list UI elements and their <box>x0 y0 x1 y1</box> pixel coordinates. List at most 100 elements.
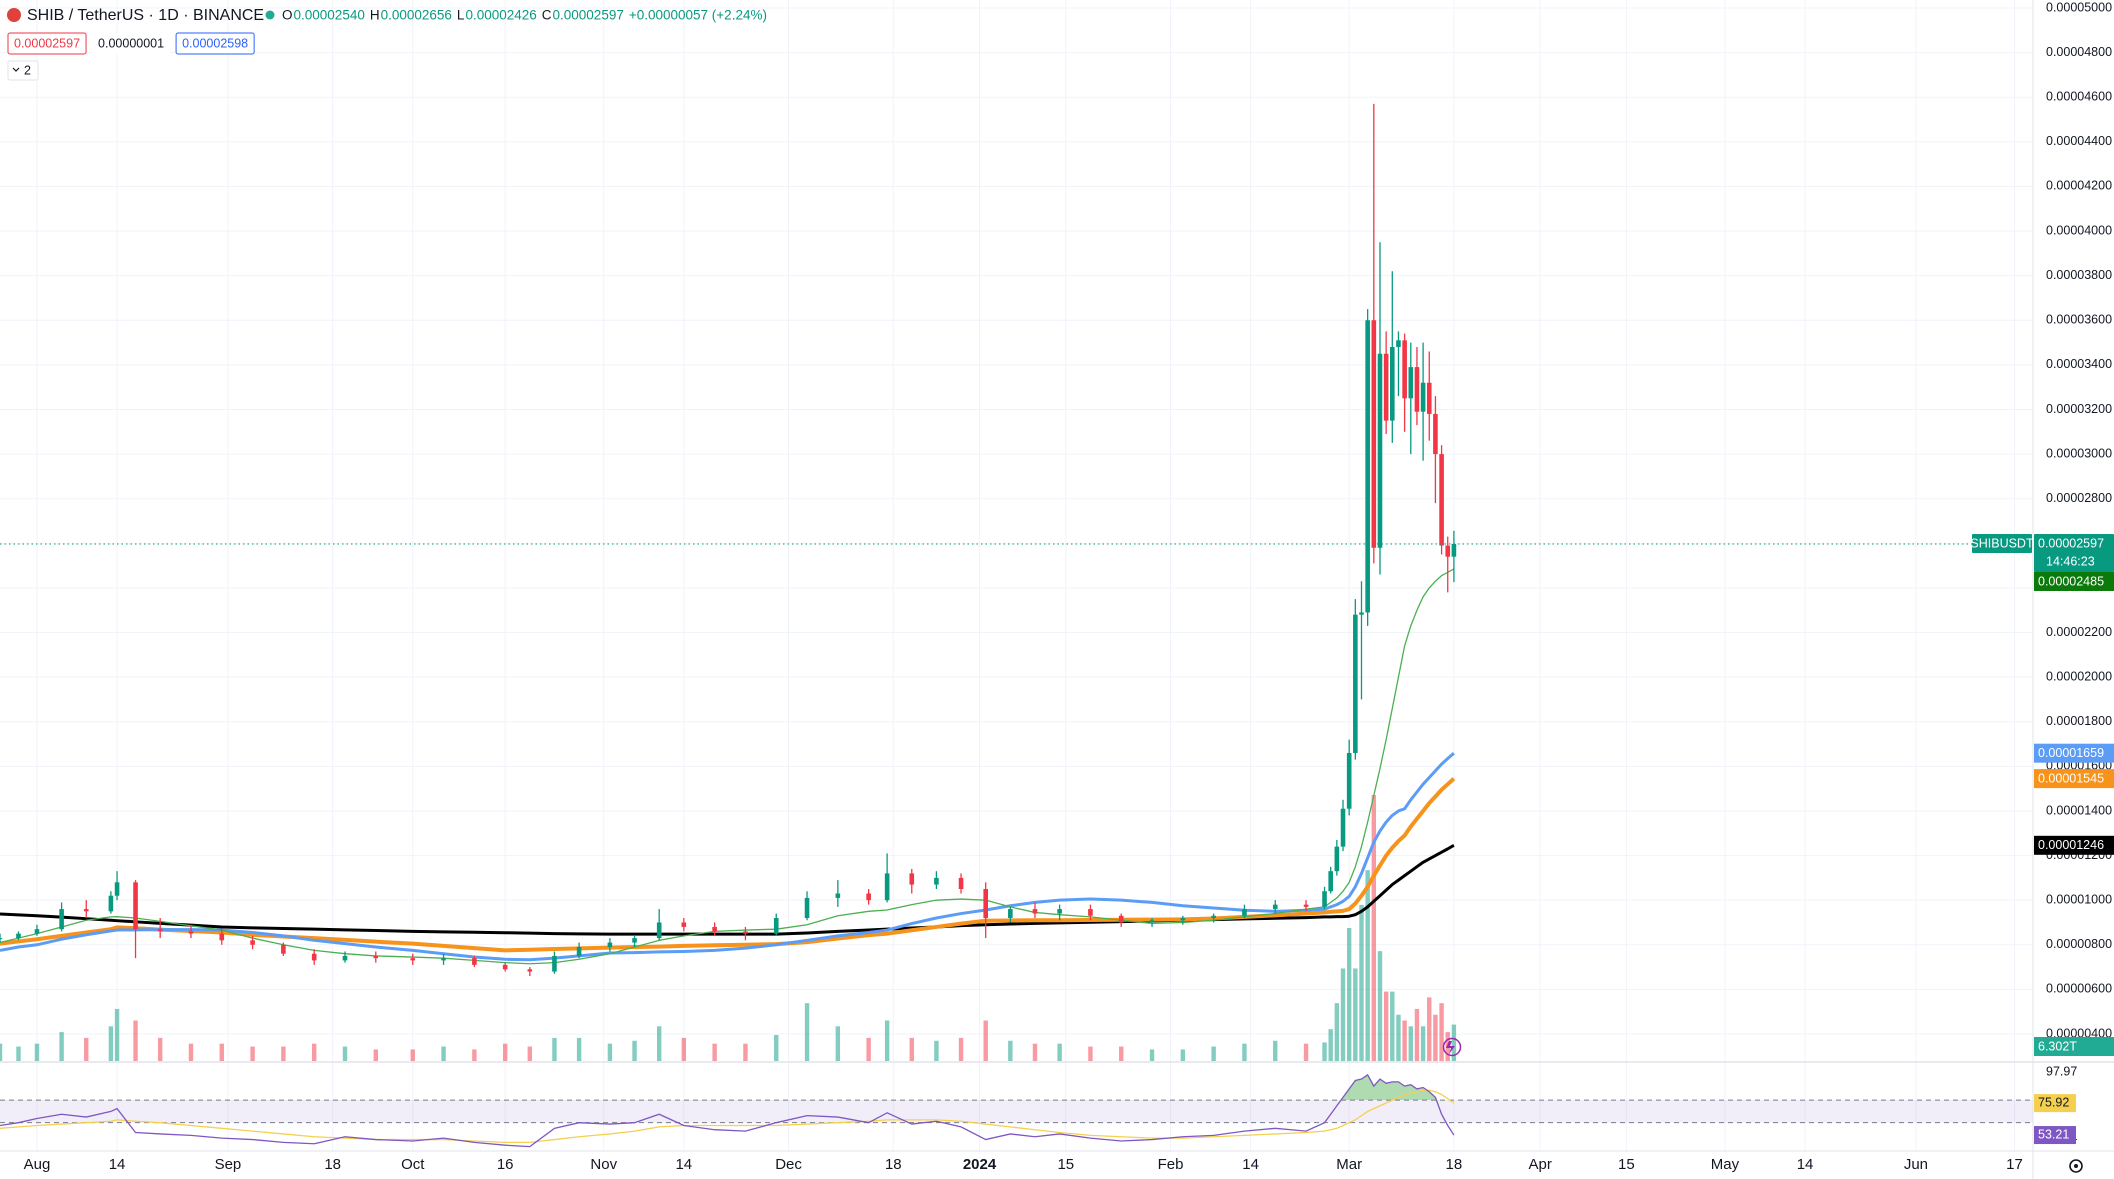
x-tick-label: 16 <box>497 1156 514 1173</box>
candle-body <box>1088 909 1093 916</box>
candle-body <box>1389 347 1395 421</box>
x-tick-label: Jun <box>1904 1156 1928 1173</box>
candle-body <box>219 933 225 941</box>
x-tick-label: 14 <box>1242 1156 1259 1173</box>
candle-body <box>1353 614 1358 753</box>
volume-bar <box>804 1003 810 1061</box>
candle-body <box>108 895 114 912</box>
price-button[interactable] <box>175 32 255 55</box>
volume-bar <box>1322 1042 1327 1061</box>
volume-bar <box>373 1049 378 1061</box>
y-tick-label: 0.00004800 <box>2046 45 2112 59</box>
volume-bar <box>1439 1003 1444 1061</box>
candle-body <box>281 944 286 954</box>
ohlc-letter: O <box>282 8 293 23</box>
x-tick-label: 17 <box>2006 1156 2023 1173</box>
price-button[interactable] <box>92 33 171 54</box>
ohlc-value: 0.00002597 <box>553 8 624 23</box>
volume-bar <box>157 1037 163 1061</box>
candle-body <box>681 922 687 927</box>
volume-bar <box>1057 1043 1062 1061</box>
ma-badge <box>2034 571 2114 591</box>
volume-bar <box>1433 1014 1438 1061</box>
candle-body <box>632 938 637 943</box>
candle-body <box>250 940 255 945</box>
candle-body <box>866 893 871 901</box>
candle-body <box>934 877 939 885</box>
candle-body <box>1445 545 1451 557</box>
volume-bar <box>1353 968 1358 1061</box>
moving-average <box>0 568 1455 965</box>
candle-body <box>1402 340 1407 399</box>
volume-bar <box>1414 1008 1420 1061</box>
x-tick-label: Feb <box>1158 1156 1184 1173</box>
y-tick-label: 0.00002200 <box>2046 625 2112 639</box>
y-tick-label: 0.00002000 <box>2046 669 2112 683</box>
alert-icon[interactable] <box>1442 1037 1462 1057</box>
candle-body <box>576 947 582 956</box>
volume-bar <box>34 1043 40 1061</box>
price-countdown: 14:46:23 <box>2046 554 2095 568</box>
rsi-badge <box>2034 1126 2076 1145</box>
candle-body <box>656 922 662 939</box>
ohlc-letter: L <box>457 8 465 23</box>
volume-bar <box>632 1040 637 1061</box>
candle-body <box>311 953 317 961</box>
x-tick-label: 14 <box>109 1156 126 1173</box>
candle-body <box>1211 915 1216 919</box>
volume-bar <box>1303 1043 1309 1061</box>
rsi-ma-line <box>0 1089 1455 1144</box>
ohlc-letter: C <box>542 8 552 23</box>
ma-badge <box>2034 769 2114 789</box>
volume-bar <box>281 1046 286 1061</box>
settings-icon[interactable] <box>2069 1159 2083 1173</box>
x-tick-label: May <box>1711 1156 1740 1173</box>
y-tick-label: 0.00003200 <box>2046 402 2112 416</box>
indicators-count: 2 <box>24 63 31 77</box>
candle-body <box>1383 353 1389 421</box>
indicators-toggle[interactable] <box>7 60 39 81</box>
price-pane <box>0 103 2033 1061</box>
symbol-tag-label: SHIBUSDT <box>1970 536 2034 550</box>
y-tick-label: 0.00004000 <box>2046 223 2112 237</box>
x-tick-label: Dec <box>775 1156 802 1173</box>
moving-average <box>0 752 1455 962</box>
x-tick-label: 2024 <box>963 1156 997 1173</box>
y-tick-label: 0.00000600 <box>2046 982 2112 996</box>
volume-bar <box>1032 1043 1038 1061</box>
candle-body <box>188 931 194 934</box>
rsi-band <box>0 1100 2033 1123</box>
volume-bar <box>909 1037 914 1061</box>
ohlc-value: 0.00002656 <box>381 8 452 23</box>
candle-body <box>1420 382 1426 412</box>
volume-bar <box>188 1043 194 1061</box>
volume-bar <box>607 1043 613 1061</box>
candle-body <box>114 882 120 896</box>
candle-body <box>1334 846 1340 872</box>
price-button[interactable] <box>7 32 87 55</box>
volume-bar <box>835 1026 841 1061</box>
candle-body <box>983 889 988 919</box>
candle-body <box>1303 904 1309 907</box>
volume-bar <box>1119 1046 1124 1061</box>
candle-body <box>552 955 557 972</box>
volume-bar <box>884 1020 890 1061</box>
volume-bar <box>84 1037 89 1061</box>
volume-bar <box>712 1043 717 1061</box>
volume-bar <box>681 1037 687 1061</box>
rsi-line <box>0 1073 1455 1148</box>
volume-bar <box>774 1034 779 1061</box>
volume-bar <box>502 1043 508 1061</box>
volume-badge <box>2034 1037 2114 1056</box>
volume-bar <box>441 1046 446 1061</box>
candle-body <box>1057 909 1062 914</box>
candle-body <box>835 893 841 898</box>
volume-bar <box>1340 968 1346 1061</box>
x-tick-label: Aug <box>24 1156 51 1173</box>
x-tick-label: 15 <box>1618 1156 1635 1173</box>
candle-body <box>502 964 508 970</box>
candle-body <box>16 933 21 939</box>
volume-bar <box>1211 1046 1216 1061</box>
